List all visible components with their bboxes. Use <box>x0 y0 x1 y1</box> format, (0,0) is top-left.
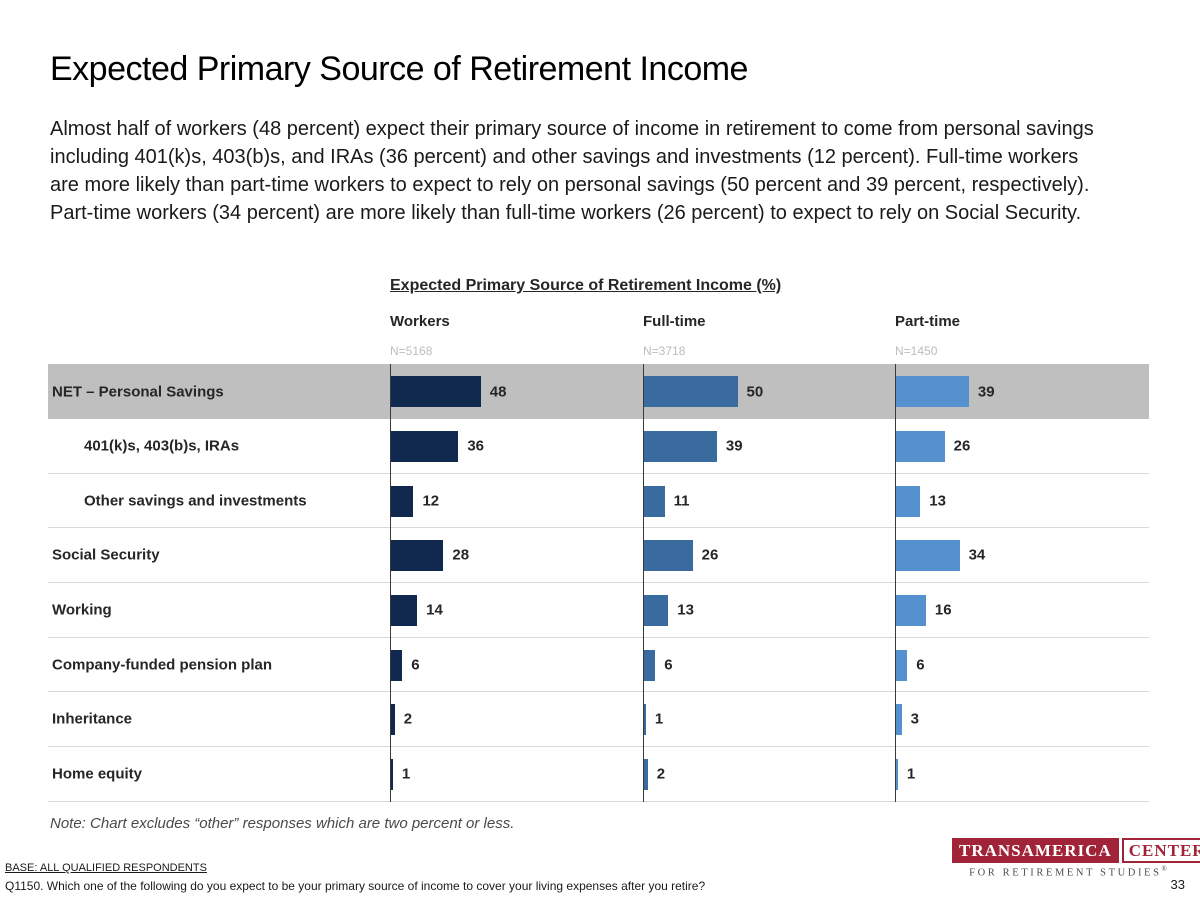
chart-row: Social Security 28 26 34 <box>48 528 1149 584</box>
bar-value: 1 <box>654 710 664 728</box>
bar-part-time <box>896 485 921 517</box>
page-number: 33 <box>1170 877 1185 892</box>
bar-value: 12 <box>422 492 440 510</box>
axis-line <box>390 364 391 802</box>
chart-row: 401(k)s, 403(b)s, IRAs 36 39 26 <box>48 419 1149 474</box>
series-n-label: N=1450 <box>895 344 938 358</box>
bar-value: 1 <box>906 765 916 783</box>
row-label: Working <box>52 601 112 619</box>
bar-full-time <box>644 430 717 462</box>
logo-brand: TRANSAMERICA <box>952 838 1119 863</box>
chart-row: Home equity 1 2 1 <box>48 747 1149 802</box>
chart-title: Expected Primary Source of Retirement In… <box>390 277 782 294</box>
transamerica-logo: TRANSAMERICA CENTER FOR RETIREMENT STUDI… <box>952 838 1200 879</box>
bar-part-time <box>896 376 969 407</box>
chart-row: Inheritance 2 1 3 <box>48 692 1149 748</box>
bar-full-time <box>644 704 646 736</box>
bar-workers <box>391 430 459 462</box>
bar-value: 16 <box>934 601 952 619</box>
logo-brand-center: CENTER <box>1121 838 1200 863</box>
row-label: Social Security <box>52 546 160 564</box>
bar-workers <box>391 485 414 517</box>
intro-paragraph: Almost half of workers (48 percent) expe… <box>50 118 1094 224</box>
bar-workers <box>391 594 418 626</box>
base-text: BASE: ALL QUALIFIED RESPONDENTS <box>5 862 207 874</box>
row-label: NET – Personal Savings <box>52 383 224 400</box>
chart-note: Note: Chart excludes “other” responses w… <box>50 815 515 832</box>
bar-workers <box>391 759 393 791</box>
bar-value: 36 <box>467 437 484 455</box>
bar-full-time <box>644 759 648 791</box>
bar-value: 2 <box>403 710 413 728</box>
bar-value: 1 <box>401 765 411 783</box>
chart-row: NET – Personal Savings 48 50 39 <box>48 364 1149 419</box>
bar-part-time <box>896 430 945 462</box>
plot-area: NET – Personal Savings 48 50 39 401(k)s, 403… <box>48 364 1149 802</box>
series-n-label: N=5168 <box>390 344 433 358</box>
bar-value: 39 <box>977 383 995 400</box>
series-header-workers: Workers <box>390 313 450 330</box>
bar-value: 34 <box>968 546 986 564</box>
bar-full-time <box>644 540 693 572</box>
row-label: Other savings and investments <box>84 492 307 510</box>
bar-value: 28 <box>452 546 470 564</box>
bar-value: 11 <box>673 492 690 510</box>
registered-mark: ® <box>1161 865 1167 873</box>
bar-value: 2 <box>656 765 666 783</box>
bar-value: 13 <box>929 492 946 510</box>
bar-value: 26 <box>701 546 719 564</box>
series-header-full-time: Full-time <box>643 313 706 330</box>
question-text: Q1150. Which one of the following do you… <box>5 879 706 893</box>
bar-part-time <box>896 759 898 791</box>
row-label: 401(k)s, 403(b)s, IRAs <box>84 437 240 455</box>
bar-value: 6 <box>411 656 420 674</box>
bar-part-time <box>896 540 960 572</box>
bar-workers <box>391 376 481 407</box>
chart-row: Company-funded pension plan 6 6 6 <box>48 638 1149 693</box>
bar-workers <box>391 704 395 736</box>
bar-value: 14 <box>426 601 443 619</box>
bar-value: 6 <box>664 656 673 674</box>
bar-workers <box>391 649 403 681</box>
row-label: Inheritance <box>52 710 133 728</box>
bar-part-time <box>896 704 902 736</box>
axis-line <box>643 364 644 802</box>
chart-row: Other savings and investments 12 11 13 <box>48 474 1149 529</box>
bar-value: 50 <box>746 383 764 400</box>
page-title: Expected Primary Source of Retirement In… <box>50 50 748 88</box>
series-header-part-time: Part-time <box>895 313 961 330</box>
logo-row: TRANSAMERICA CENTER <box>952 838 1200 863</box>
axis-line <box>895 364 896 802</box>
bar-full-time <box>644 485 665 517</box>
bar-value: 39 <box>725 437 743 455</box>
logo-tagline-text: FOR RETIREMENT STUDIES <box>969 867 1162 879</box>
bar-workers <box>391 540 444 572</box>
bar-full-time <box>644 649 656 681</box>
logo-tagline: FOR RETIREMENT STUDIES® <box>952 865 1184 879</box>
bar-part-time <box>896 649 908 681</box>
bar-value: 48 <box>489 383 507 400</box>
bar-full-time <box>644 376 738 407</box>
bar-value: 6 <box>916 656 925 674</box>
series-n-label: N=3718 <box>643 344 686 358</box>
bar-part-time <box>896 594 926 626</box>
row-label: Company-funded pension plan <box>52 656 272 674</box>
bar-value: 3 <box>910 710 919 728</box>
bar-value: 26 <box>953 437 971 455</box>
chart-row: Working 14 13 16 <box>48 583 1149 638</box>
bar-full-time <box>644 594 669 626</box>
row-label: Home equity <box>52 765 143 783</box>
bar-value: 13 <box>677 601 694 619</box>
